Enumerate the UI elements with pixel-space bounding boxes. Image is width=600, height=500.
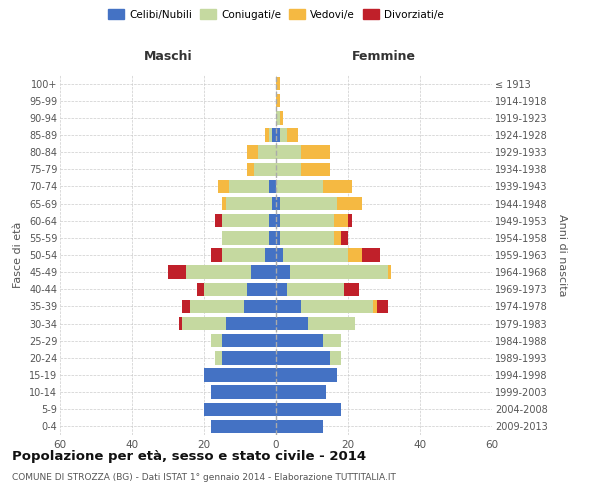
Bar [348,248,362,262]
Bar [269,128,272,141]
Bar [290,266,388,279]
Bar [272,128,276,141]
Bar [377,300,388,313]
Y-axis label: Fasce di età: Fasce di età [13,222,23,288]
Bar [222,334,276,347]
Bar [182,317,226,330]
Text: COMUNE DI STROZZA (BG) - Dati ISTAT 1° gennaio 2014 - Elaborazione TUTTITALIA.IT: COMUNE DI STROZZA (BG) - Dati ISTAT 1° g… [12,472,396,482]
Bar [222,197,226,210]
Bar [269,214,276,228]
Text: Popolazione per età, sesso e stato civile - 2014: Popolazione per età, sesso e stato civil… [12,450,366,463]
Bar [269,231,276,244]
Bar [287,282,344,296]
Bar [222,214,269,228]
Bar [215,214,222,228]
Bar [283,248,348,262]
Bar [280,128,287,141]
Bar [182,300,190,313]
Bar [301,146,330,159]
Bar [254,162,276,176]
Bar [247,162,254,176]
Bar [301,162,330,176]
Bar [251,266,276,279]
Bar [276,317,308,330]
Bar [276,351,330,364]
Bar [226,317,276,330]
Bar [269,180,276,193]
Bar [330,351,341,364]
Bar [323,334,341,347]
Bar [308,317,355,330]
Bar [334,231,341,244]
Bar [258,146,276,159]
Bar [190,300,244,313]
Bar [280,214,334,228]
Bar [247,146,258,159]
Bar [276,94,280,108]
Bar [276,300,301,313]
Bar [373,300,377,313]
Bar [226,197,272,210]
Bar [334,214,348,228]
Bar [276,180,323,193]
Text: Maschi: Maschi [143,50,193,63]
Bar [276,402,341,416]
Bar [276,77,280,90]
Bar [204,402,276,416]
Bar [276,266,290,279]
Bar [186,266,251,279]
Bar [388,266,391,279]
Bar [276,334,323,347]
Bar [344,282,359,296]
Bar [276,111,280,124]
Bar [280,197,337,210]
Bar [222,248,265,262]
Bar [265,248,276,262]
Bar [168,266,186,279]
Bar [222,351,276,364]
Bar [204,282,247,296]
Bar [244,300,276,313]
Bar [276,368,337,382]
Bar [265,128,269,141]
Bar [276,231,280,244]
Bar [276,214,280,228]
Y-axis label: Anni di nascita: Anni di nascita [557,214,567,296]
Bar [276,282,287,296]
Bar [301,300,373,313]
Bar [215,351,222,364]
Bar [362,248,380,262]
Bar [276,386,326,399]
Bar [247,282,276,296]
Bar [218,180,229,193]
Bar [197,282,204,296]
Bar [211,386,276,399]
Bar [211,420,276,433]
Bar [229,180,269,193]
Bar [211,248,222,262]
Bar [276,197,280,210]
Bar [211,334,222,347]
Bar [276,420,323,433]
Bar [276,248,283,262]
Bar [348,214,352,228]
Bar [179,317,182,330]
Bar [323,180,352,193]
Bar [280,231,334,244]
Bar [272,197,276,210]
Text: Femmine: Femmine [352,50,416,63]
Bar [204,368,276,382]
Bar [280,111,283,124]
Bar [222,231,269,244]
Bar [337,197,362,210]
Legend: Celibi/Nubili, Coniugati/e, Vedovi/e, Divorziati/e: Celibi/Nubili, Coniugati/e, Vedovi/e, Di… [104,5,448,24]
Bar [276,146,301,159]
Bar [287,128,298,141]
Bar [276,162,301,176]
Bar [341,231,348,244]
Bar [276,128,280,141]
